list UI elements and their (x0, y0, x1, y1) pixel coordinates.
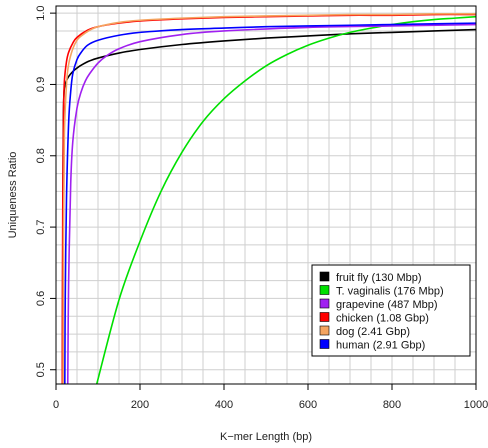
legend-label: grapevine (487 Mbp) (336, 299, 438, 311)
y-tick-label: 0.7 (35, 219, 47, 234)
y-tick-label: 0.5 (35, 362, 47, 377)
plot-frame (55, 5, 477, 385)
legend-swatch (319, 339, 330, 349)
x-tick-label: 1000 (464, 399, 488, 411)
x-tick-label: 200 (131, 399, 149, 411)
y-tick-label: 0.6 (35, 291, 47, 306)
y-tick-label: 1.0 (35, 5, 47, 20)
legend-label: fruit fly (130 Mbp) (336, 272, 422, 284)
legend-label: T. vaginalis (176 Mbp) (336, 286, 444, 298)
x-axis-label: K−mer Length (bp) (220, 431, 312, 443)
series-line-2 (66, 23, 476, 384)
x-axis-ticks: 0 200 400 600 800 1000 (53, 384, 488, 411)
x-tick-label: 0 (53, 399, 59, 411)
legend-swatch (319, 285, 330, 295)
legend-swatch (319, 325, 330, 336)
y-axis-label: Uniqueness Ratio (7, 152, 19, 239)
series-lines (61, 12, 476, 384)
legend: fruit fly (130 Mbp) T. vaginalis (176 Mbp… (311, 264, 471, 357)
legend-label: chicken (1.08 Gbp) (336, 313, 429, 325)
x-tick-label: 800 (383, 399, 401, 411)
legend-swatch (319, 312, 330, 322)
series-line-4 (62, 12, 476, 384)
legend-label: human (2.91 Gbp) (336, 340, 425, 352)
legend-label: dog (2.41 Gbp) (336, 326, 410, 338)
y-axis-ticks: 0.5 0.6 0.7 0.8 0.9 1.0 (35, 5, 56, 377)
legend-swatch (319, 271, 330, 282)
series-line-5 (64, 22, 476, 384)
series-line-1 (95, 15, 476, 384)
y-tick-label: 0.8 (35, 148, 47, 163)
x-tick-label: 400 (215, 399, 233, 411)
legend-swatch (319, 298, 330, 309)
y-tick-label: 0.9 (35, 77, 47, 92)
x-tick-label: 600 (299, 399, 317, 411)
legend-box (311, 264, 471, 357)
